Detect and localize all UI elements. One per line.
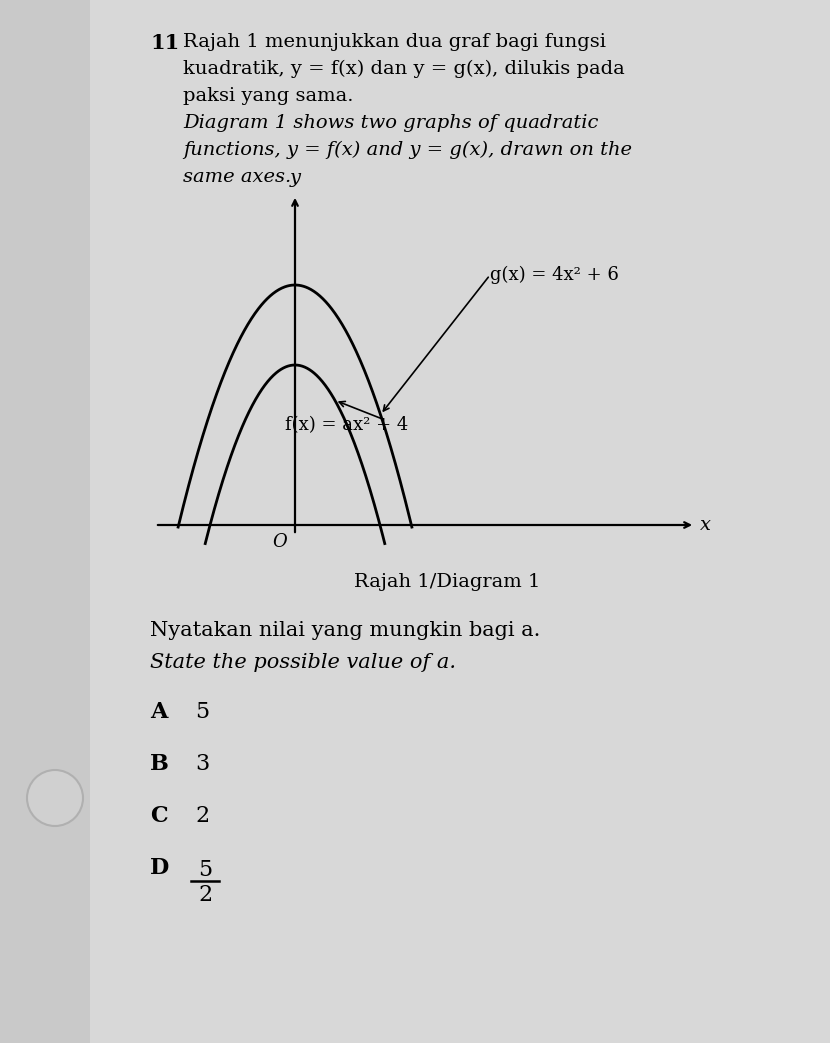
- Text: D: D: [150, 857, 169, 879]
- Text: 11: 11: [150, 33, 179, 53]
- Text: 3: 3: [195, 753, 209, 775]
- Text: Nyatakan nilai yang mungkin bagi a.: Nyatakan nilai yang mungkin bagi a.: [150, 621, 540, 640]
- Text: same axes.: same axes.: [183, 168, 291, 186]
- Text: O: O: [272, 533, 287, 551]
- Text: f(x) = ax² + 4: f(x) = ax² + 4: [285, 416, 408, 434]
- Text: 2: 2: [195, 805, 209, 827]
- Text: functions, y = f(x) and y = g(x), drawn on the: functions, y = f(x) and y = g(x), drawn …: [183, 141, 632, 160]
- Circle shape: [27, 770, 83, 826]
- Text: paksi yang sama.: paksi yang sama.: [183, 87, 354, 105]
- Text: A: A: [150, 701, 168, 723]
- FancyBboxPatch shape: [90, 0, 830, 1043]
- Text: C: C: [150, 805, 168, 827]
- Text: g(x) = 4x² + 6: g(x) = 4x² + 6: [490, 266, 619, 284]
- Text: State the possible value of a.: State the possible value of a.: [150, 653, 456, 672]
- Text: x: x: [700, 516, 711, 534]
- Text: Rajah 1/Diagram 1: Rajah 1/Diagram 1: [354, 573, 540, 591]
- Text: y: y: [290, 169, 300, 187]
- Text: Rajah 1 menunjukkan dua graf bagi fungsi: Rajah 1 menunjukkan dua graf bagi fungsi: [183, 33, 606, 51]
- Text: kuadratik, y = f(x) dan y = g(x), dilukis pada: kuadratik, y = f(x) dan y = g(x), diluki…: [183, 60, 625, 78]
- Text: 5: 5: [195, 701, 209, 723]
- Text: Diagram 1 shows two graphs of quadratic: Diagram 1 shows two graphs of quadratic: [183, 114, 598, 132]
- Text: 5: 5: [198, 859, 212, 881]
- Text: B: B: [150, 753, 168, 775]
- Text: 2: 2: [198, 884, 212, 906]
